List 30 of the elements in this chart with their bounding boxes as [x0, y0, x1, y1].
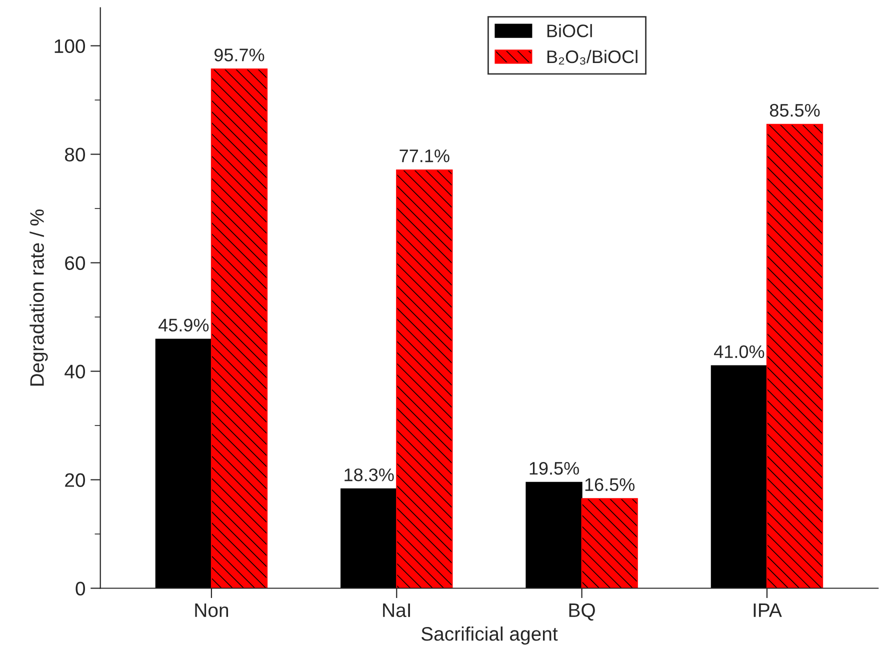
data-label: 18.3% — [344, 468, 394, 482]
data-label: 45.9% — [158, 318, 209, 332]
x-tick-label: NaI — [383, 604, 410, 618]
y-tick-label: 60 — [65, 256, 86, 270]
bar — [526, 482, 582, 588]
bar — [155, 338, 212, 588]
x-tick-label: Non — [195, 604, 228, 618]
data-label: 95.7% — [214, 48, 264, 62]
y-tick-label: 40 — [64, 364, 86, 378]
y-tick-label: 0 — [76, 582, 86, 596]
bar — [210, 68, 268, 588]
data-label: 19.5% — [530, 462, 579, 475]
bar — [766, 124, 824, 588]
legend-label: B₂O₃/BiOCl — [547, 50, 638, 65]
data-label: 16.5% — [585, 478, 635, 492]
data-label: 77.1% — [400, 150, 450, 162]
bar — [710, 365, 768, 588]
y-axis-title: Degradation rate / % — [30, 210, 48, 386]
bar — [396, 169, 453, 588]
legend-label: BiOCl — [547, 24, 592, 38]
x-tick-label: IPA — [754, 604, 782, 617]
bar — [340, 488, 398, 588]
y-tick-label: 100 — [54, 39, 86, 54]
x-axis-title: Sacrificial agent — [421, 626, 558, 645]
bar — [581, 498, 638, 588]
x-tick-label: BQ — [569, 603, 595, 621]
y-tick-label: 80 — [64, 148, 86, 162]
data-label: 85.5% — [770, 104, 820, 117]
data-label: 41.0% — [714, 345, 764, 358]
y-tick-label: 20 — [65, 473, 86, 487]
